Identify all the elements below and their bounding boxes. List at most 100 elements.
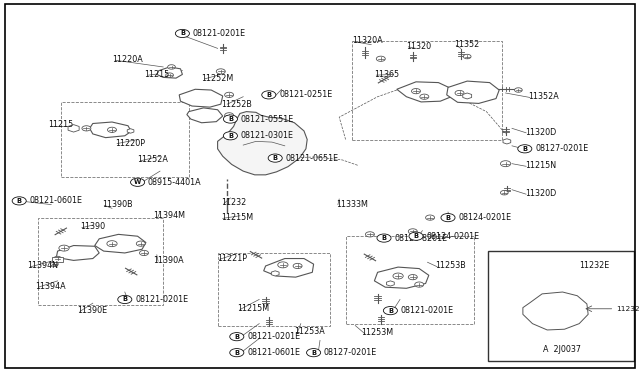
Text: B: B — [522, 146, 527, 152]
Circle shape — [278, 262, 288, 268]
Circle shape — [408, 275, 417, 280]
Circle shape — [409, 232, 423, 240]
Circle shape — [293, 263, 302, 269]
Text: 11320: 11320 — [406, 42, 431, 51]
Circle shape — [377, 234, 391, 242]
Circle shape — [500, 161, 511, 167]
Text: 11253A: 11253A — [294, 327, 325, 336]
Text: B: B — [273, 155, 278, 161]
Text: 11215M: 11215M — [221, 213, 253, 222]
Circle shape — [107, 241, 117, 247]
Text: B: B — [388, 308, 393, 314]
Text: 11365: 11365 — [374, 70, 399, 79]
Polygon shape — [157, 67, 182, 78]
Text: 11390E: 11390E — [77, 306, 107, 315]
Text: 11253B: 11253B — [435, 262, 466, 270]
Text: 11352A: 11352A — [528, 92, 559, 101]
Text: 11390B: 11390B — [102, 200, 133, 209]
Text: 11394A: 11394A — [35, 282, 66, 291]
Circle shape — [223, 115, 237, 123]
Bar — [218, 253, 330, 326]
Circle shape — [166, 73, 173, 77]
Circle shape — [118, 295, 132, 304]
Polygon shape — [56, 246, 99, 260]
Circle shape — [441, 214, 455, 222]
Text: 08121-0201E: 08121-0201E — [135, 295, 188, 304]
Circle shape — [131, 178, 145, 186]
Text: B: B — [234, 334, 239, 340]
Text: 08121-0551E: 08121-0551E — [241, 115, 294, 124]
Circle shape — [365, 232, 374, 237]
Polygon shape — [447, 81, 499, 103]
Circle shape — [54, 256, 61, 261]
Polygon shape — [264, 259, 314, 277]
Text: 08120-8201E: 08120-8201E — [394, 234, 447, 243]
Circle shape — [455, 90, 464, 96]
Bar — [38, 218, 163, 305]
Text: B: B — [311, 350, 316, 356]
Polygon shape — [95, 234, 146, 253]
Circle shape — [223, 132, 237, 140]
Text: A  2J0037: A 2J0037 — [543, 345, 581, 354]
Circle shape — [515, 88, 522, 92]
Text: W: W — [134, 179, 141, 185]
Text: 11320D: 11320D — [525, 189, 556, 198]
Text: 11221P: 11221P — [218, 254, 248, 263]
Text: 11215N: 11215N — [525, 161, 556, 170]
Text: 08121-0651E: 08121-0651E — [285, 154, 339, 163]
Text: 11252M: 11252M — [202, 74, 234, 83]
Text: 11215M: 11215M — [237, 304, 269, 313]
Text: 08121-0201E: 08121-0201E — [401, 306, 454, 315]
Text: B: B — [381, 235, 387, 241]
Circle shape — [408, 229, 417, 234]
Bar — [61, 102, 189, 177]
Circle shape — [307, 349, 321, 357]
Circle shape — [140, 250, 148, 256]
Text: 11232E: 11232E — [616, 306, 640, 312]
Text: B: B — [266, 92, 271, 98]
Polygon shape — [374, 267, 429, 288]
Circle shape — [415, 282, 424, 287]
Circle shape — [426, 215, 435, 220]
Bar — [346, 236, 474, 324]
Text: B: B — [445, 215, 451, 221]
Text: 08915-4401A: 08915-4401A — [148, 178, 202, 187]
Circle shape — [420, 94, 429, 99]
Polygon shape — [187, 108, 223, 123]
Text: 08121-0601E: 08121-0601E — [29, 196, 83, 205]
Polygon shape — [503, 139, 511, 144]
Text: 11394M: 11394M — [154, 211, 186, 220]
Text: 11320D: 11320D — [525, 128, 556, 137]
Polygon shape — [271, 271, 279, 276]
Circle shape — [412, 89, 420, 94]
Text: 08124-0201E: 08124-0201E — [458, 213, 511, 222]
Circle shape — [376, 56, 385, 61]
Circle shape — [225, 113, 234, 118]
Polygon shape — [387, 281, 394, 286]
Text: 08121-0201E: 08121-0201E — [247, 332, 300, 341]
Text: 08124-0201E: 08124-0201E — [426, 232, 479, 241]
Polygon shape — [218, 112, 307, 175]
Text: 11320A: 11320A — [352, 36, 383, 45]
Text: 08121-0201E: 08121-0201E — [193, 29, 246, 38]
Polygon shape — [127, 129, 134, 133]
Circle shape — [59, 245, 69, 251]
Text: 08121-0301E: 08121-0301E — [241, 131, 294, 140]
Text: 08121-0251E: 08121-0251E — [279, 90, 332, 99]
Bar — [488, 251, 634, 361]
Circle shape — [518, 145, 532, 153]
Polygon shape — [463, 93, 472, 99]
Circle shape — [500, 190, 508, 195]
Text: 08127-0201E: 08127-0201E — [535, 144, 588, 153]
Text: 11232: 11232 — [221, 198, 246, 207]
Text: B: B — [228, 133, 233, 139]
Text: 11220A: 11220A — [112, 55, 143, 64]
Polygon shape — [90, 122, 131, 138]
Circle shape — [108, 127, 116, 132]
Circle shape — [168, 65, 175, 69]
Polygon shape — [179, 89, 223, 107]
Text: B: B — [122, 296, 127, 302]
Circle shape — [383, 307, 397, 315]
Circle shape — [230, 349, 244, 357]
Text: 11333M: 11333M — [336, 200, 368, 209]
